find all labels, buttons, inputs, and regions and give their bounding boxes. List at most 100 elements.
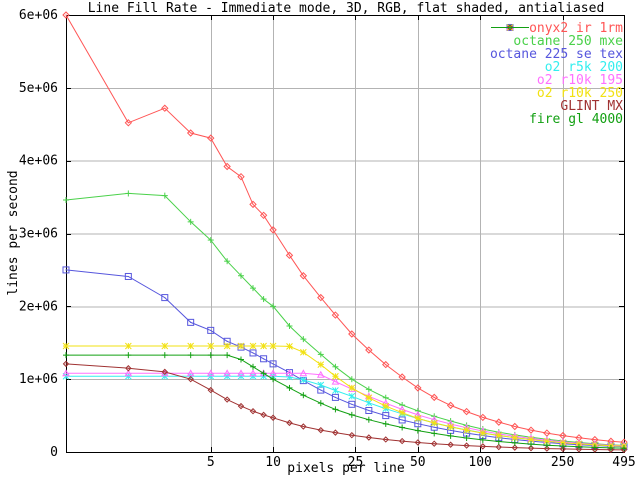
marker-plus (250, 285, 257, 292)
marker-diamond-dot (286, 419, 293, 427)
x-tick-label: 250 (551, 455, 574, 470)
y-tick-label: 6e+06 (19, 8, 58, 23)
marker-diamond (365, 346, 373, 354)
series-line-o2-r10k-195 (66, 372, 625, 447)
marker-diamond-dot (527, 444, 535, 452)
legend-label: o2 r10k 195 (536, 73, 623, 88)
marker-asterisk (348, 392, 356, 400)
marker-plus (224, 352, 231, 359)
marker-plus (224, 258, 231, 265)
marker-diamond-dot (187, 375, 194, 383)
marker-triangle (124, 369, 133, 377)
marker-diamond-dot (463, 442, 470, 449)
series-markers-octane-225-se-tex (62, 266, 628, 450)
marker-square (348, 400, 356, 408)
marker-diamond-dot (207, 386, 214, 394)
marker-diamond-dot (249, 408, 257, 415)
marker-diamond-dot (161, 368, 169, 376)
marker-diamond (124, 119, 133, 127)
marker-diamond (331, 311, 340, 319)
marker-plus (382, 420, 389, 427)
marker-plus (300, 336, 307, 343)
series-line-o2-r10k-250 (66, 345, 625, 447)
marker-plus (207, 237, 214, 244)
marker-star (398, 409, 406, 417)
marker-plus (348, 411, 355, 418)
marker-asterisk (299, 376, 307, 384)
marker-diamond-dot (62, 360, 70, 368)
marker-diamond (511, 422, 519, 431)
series-markers-glint-mx (62, 360, 628, 454)
marker-diamond (414, 384, 422, 392)
marker-diamond-dot (125, 365, 132, 372)
marker-diamond-dot (398, 437, 406, 445)
marker-diamond (575, 434, 583, 442)
legend-label: onyx2 ir 1rm (529, 21, 623, 36)
legend-marker-sample (490, 24, 529, 31)
marker-square (398, 416, 406, 424)
marker-plus (207, 352, 214, 359)
marker-star (479, 429, 487, 437)
marker-square (207, 326, 215, 334)
marker-triangle (62, 369, 70, 377)
marker-diamond (398, 373, 406, 381)
marker-plus (238, 272, 245, 279)
marker-plus (286, 322, 293, 329)
marker-star (430, 419, 438, 427)
marker-diamond-dot (543, 445, 551, 452)
marker-plus (559, 443, 566, 450)
y-tick-label: 4e+06 (19, 154, 58, 169)
marker-star (223, 342, 231, 350)
marker-plus (511, 439, 518, 446)
marker-plus (125, 352, 132, 359)
marker-diamond-dot (348, 431, 356, 439)
chart-title: Line Fill Rate - Immediate mode, 3D, RGB… (87, 1, 605, 16)
marker-star (348, 384, 356, 392)
marker-diamond (462, 407, 471, 416)
marker-diamond (161, 104, 169, 112)
marker-diamond-dot (479, 443, 487, 450)
marker-diamond-dot (269, 414, 277, 421)
marker-star (62, 342, 70, 350)
marker-square (187, 318, 195, 326)
marker-star (260, 342, 267, 350)
marker-diamond (62, 11, 70, 19)
x-tick-label: 50 (410, 455, 426, 470)
marker-star (495, 432, 503, 439)
marker-diamond (269, 226, 277, 234)
marker-diamond (382, 360, 390, 369)
marker-diamond (299, 272, 308, 280)
marker-plus (317, 351, 324, 358)
marker-plus (365, 386, 372, 393)
marker-diamond-dot (431, 440, 438, 447)
marker-plus (495, 438, 502, 445)
marker-plus (286, 384, 293, 391)
marker-diamond (495, 418, 503, 426)
marker-plus (414, 427, 421, 434)
marker-star (299, 348, 307, 356)
marker-square (269, 360, 277, 368)
marker-star (237, 342, 245, 350)
marker-star (527, 436, 535, 443)
marker-star (161, 342, 169, 350)
x-tick-label: 100 (468, 455, 491, 470)
y-tick-label: 0 (50, 445, 58, 460)
marker-plus (399, 424, 406, 431)
marker-diamond (223, 162, 231, 171)
series-markers-o2-r10k-250 (62, 342, 628, 450)
marker-triangle (206, 369, 215, 377)
marker-diamond-dot (511, 444, 519, 451)
legend-label: fire gl 4000 (529, 112, 623, 127)
marker-triangle (186, 369, 195, 377)
series-markers-o2-r10k-195 (62, 369, 628, 449)
marker-star (332, 372, 339, 380)
marker-diamond-dot (447, 441, 454, 448)
marker-plus (431, 430, 438, 437)
marker-triangle (223, 369, 231, 377)
marker-plus (506, 24, 513, 31)
marker-diamond-dot (223, 396, 231, 403)
marker-plus (348, 376, 355, 383)
marker-plus (270, 376, 277, 383)
